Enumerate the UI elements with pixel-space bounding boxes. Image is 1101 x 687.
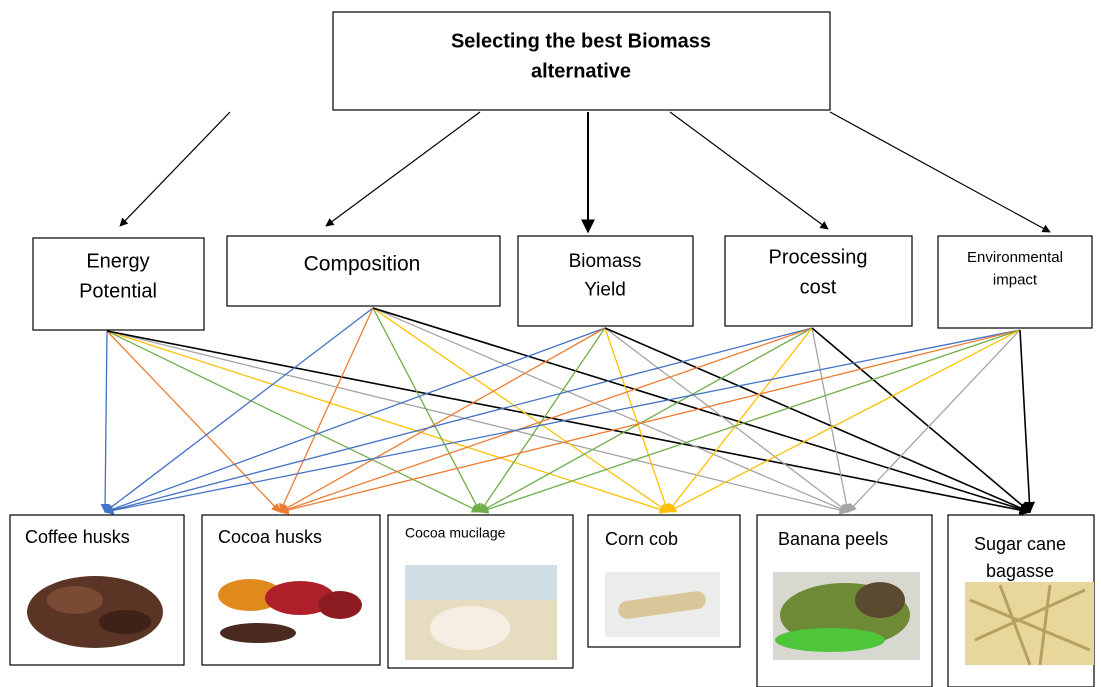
goal-label: alternative xyxy=(531,60,631,82)
alternative-label: Cocoa mucilage xyxy=(405,525,506,541)
criterion-alternative-arrow xyxy=(280,330,1020,512)
criterion-label: Composition xyxy=(304,253,421,276)
criterion-alternative-arrow xyxy=(605,328,668,512)
alternative-label: Banana peels xyxy=(778,529,888,549)
alternative-label: Sugar cane xyxy=(974,534,1066,554)
alternative-label: Corn cob xyxy=(605,529,678,549)
criterion-label: Processing xyxy=(769,246,868,268)
photo-cocoa xyxy=(318,591,362,619)
goal-arrow xyxy=(120,112,230,226)
criterion-label: cost xyxy=(800,276,837,298)
criterion-alternative-arrow xyxy=(480,328,605,512)
criterion-alternative-arrow xyxy=(105,328,812,512)
goal-arrow xyxy=(670,112,828,229)
criterion-label: impact xyxy=(993,271,1038,288)
photo-coffee xyxy=(27,576,163,648)
photo-banana xyxy=(775,628,885,652)
criterion-alternative-arrow xyxy=(107,331,1030,512)
criterion-alternative-arrow xyxy=(668,328,812,512)
criterion-alternative-arrow xyxy=(373,308,480,512)
criterion-label: Biomass xyxy=(569,251,642,272)
criterion-alternative-arrow xyxy=(605,328,848,512)
diagram: Selecting the best Biomass alternative Ene… xyxy=(0,0,1101,687)
criterion-label: Potential xyxy=(79,280,157,302)
criterion-alternative-arrow xyxy=(373,308,848,512)
criterion-alternative-arrow xyxy=(1020,330,1030,512)
criterion-alternative-arrow xyxy=(107,331,480,512)
criterion-label: Energy xyxy=(86,250,149,272)
criterion-label: Environmental xyxy=(967,249,1063,266)
photo-mucilage xyxy=(430,606,510,650)
photo-mucilage xyxy=(405,565,557,600)
criterion-alternative-arrow xyxy=(848,330,1020,512)
goal-arrow xyxy=(326,112,480,226)
photo-coffee xyxy=(47,586,103,614)
photo-coffee xyxy=(99,610,151,634)
photo-cocoa xyxy=(220,623,296,643)
photo-banana xyxy=(855,582,905,618)
criterion-alternative-arrow xyxy=(280,308,373,512)
goal-arrow xyxy=(830,112,1050,232)
alternative-label: bagasse xyxy=(986,561,1054,581)
criterion-alternative-arrow xyxy=(107,331,280,512)
alternative-label: Coffee husks xyxy=(25,527,130,547)
criterion-alternative-arrow xyxy=(105,331,107,512)
criterion-label: Yield xyxy=(584,280,626,301)
goal-label: Selecting the best Biomass xyxy=(451,30,711,52)
alternative-label: Cocoa husks xyxy=(218,527,322,547)
criterion-alternative-arrow xyxy=(373,308,1030,512)
